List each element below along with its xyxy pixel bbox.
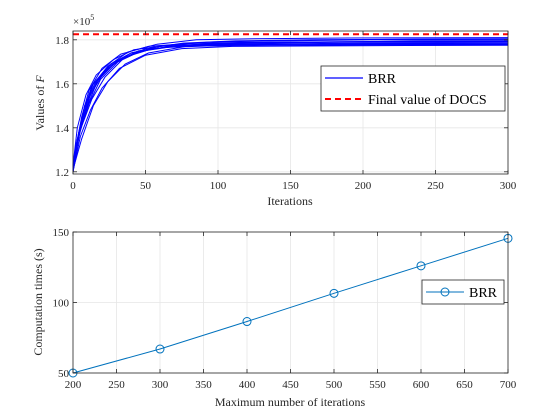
top-x-tick-label: 0 xyxy=(70,180,76,192)
computation-time-chart: 200 250 300 350 400 450 500 550 600 650 700 50 100 15… xyxy=(31,227,517,409)
convergence-chart: 0 50 100 150 200 250 300 1.2 1.4 1.6 1.8 ×105 Iter… xyxy=(33,13,517,208)
bottom-x-tick-label: 400 xyxy=(239,379,256,391)
bottom-x-tick-label: 700 xyxy=(500,379,517,391)
bottom-data-point xyxy=(329,288,339,298)
y-axis-label-bottom: Computation times (s) xyxy=(31,248,45,355)
bottom-x-tick-label: 600 xyxy=(413,379,430,391)
legend-top: BRR Final value of DOCS xyxy=(320,65,506,112)
legend-entry-docs: Final value of DOCS xyxy=(368,93,487,108)
x-axis-label-bottom: Maximum number of iterations xyxy=(215,395,366,409)
top-series-line-0-run-11 xyxy=(72,43,509,172)
bottom-x-tick-label: 350 xyxy=(195,379,212,391)
legend-entry-brr: BRR xyxy=(368,72,397,87)
bottom-y-tick-label: 150 xyxy=(53,227,70,239)
top-x-tick-label: 250 xyxy=(427,180,444,192)
bottom-x-tick-label: 550 xyxy=(369,379,386,391)
top-x-tick-label: 200 xyxy=(355,180,372,192)
top-x-tick-label: 150 xyxy=(282,180,299,192)
top-y-tick-label: 1.8 xyxy=(55,35,69,47)
ticks-bottom: 200 250 300 350 400 450 500 550 600 650 700 50 100 15… xyxy=(53,227,517,391)
bottom-x-tick-label: 650 xyxy=(456,379,473,391)
ticks-top: 0 50 100 150 200 250 300 1.2 1.4 1.6 1.8 xyxy=(55,31,517,192)
top-y-tick-label: 1.4 xyxy=(55,123,69,135)
top-series-line-0-run-8 xyxy=(72,44,509,172)
top-y-tick-label: 1.6 xyxy=(55,79,69,91)
top-y-tick-label: 1.2 xyxy=(55,167,69,179)
legend-entry-brr-time: BRR xyxy=(469,286,498,301)
bottom-x-tick-label: 500 xyxy=(326,379,343,391)
legend-marker-brr-time xyxy=(440,287,450,297)
bottom-y-tick-label: 100 xyxy=(53,298,70,310)
bottom-y-tick-label: 50 xyxy=(58,368,70,380)
top-series-line-0-run-9 xyxy=(72,38,509,170)
data-bottom xyxy=(68,233,513,378)
bottom-x-tick-label: 250 xyxy=(108,379,125,391)
bottom-data-point xyxy=(416,261,426,271)
top-series-line-0-run-3 xyxy=(72,44,509,172)
bottom-data-point xyxy=(242,317,252,327)
top-x-tick-label: 50 xyxy=(140,180,152,192)
top-x-tick-label: 100 xyxy=(210,180,227,192)
y-axis-label-top: Values of F xyxy=(33,75,47,131)
exponent-label: ×105 xyxy=(73,13,94,28)
legend-box-top xyxy=(320,65,506,112)
top-series-line-0-run-4 xyxy=(72,39,509,166)
x-axis-label-top: Iterations xyxy=(267,194,313,208)
bottom-series-line-0 xyxy=(72,237,509,374)
top-series-line-0-run-10 xyxy=(72,41,509,168)
legend-bottom: BRR xyxy=(421,279,505,305)
top-x-tick-label: 300 xyxy=(500,180,517,192)
bottom-data-point xyxy=(155,344,165,354)
bottom-x-tick-label: 450 xyxy=(282,379,299,391)
bottom-x-tick-label: 300 xyxy=(152,379,169,391)
bottom-x-tick-label: 200 xyxy=(65,379,82,391)
